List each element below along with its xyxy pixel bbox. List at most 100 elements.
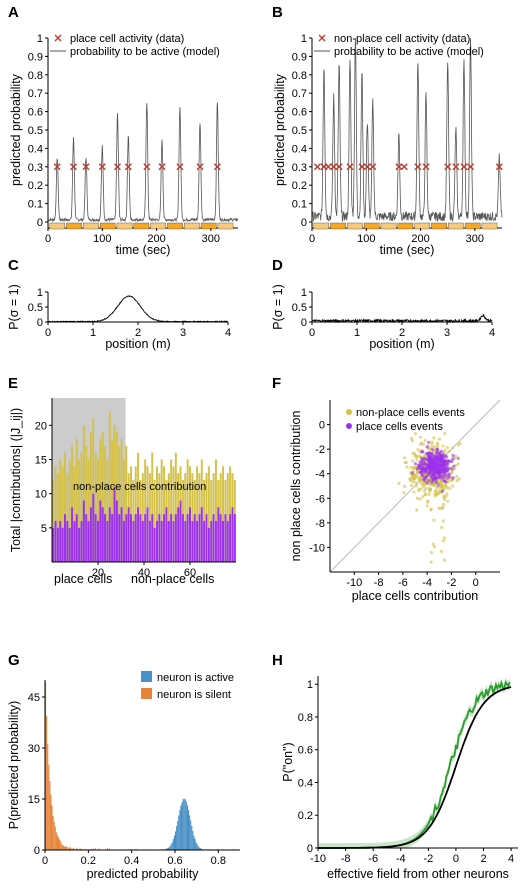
bar-lower [54,521,57,562]
scatter-point [441,456,445,460]
bar-lower [191,521,194,562]
x-tick-label: -8 [341,853,351,865]
scatter-point [456,456,460,460]
scatter-point [417,466,422,471]
hist-bar-active [169,846,171,850]
legend-swatch [141,688,152,699]
scatter-point [423,438,427,442]
bar-lower [222,521,225,562]
bar-upper [184,473,187,562]
bar-lower [229,514,232,562]
scatter-point [450,467,454,471]
group-label: place cells [54,572,112,586]
bar-upper [108,411,111,562]
hist-bar-active [195,842,197,850]
model-probability-line [47,102,239,223]
legend-marker [346,423,352,429]
scatter-point [421,495,425,499]
scatter-point [410,483,414,487]
bar-lower [210,521,213,562]
x-axis-label: predicted probability [87,867,200,881]
y-tick-label: 0.6 [28,107,43,119]
scatter-point [435,443,440,447]
panel-label-h: H [272,652,283,669]
scatter-point [422,456,427,460]
scatter-point [451,453,455,458]
bar-lower [132,521,135,562]
x-axis-label: effective field from other neurons [327,867,509,881]
x-tick-label: 100 [93,233,111,245]
stimulus-segment [330,222,346,230]
scatter-point [442,466,447,470]
bar-upper [118,445,121,562]
scatter-point [412,466,416,470]
scatter-point [425,445,429,449]
scatter-point [442,536,446,540]
scatter-point [452,464,456,468]
x-tick-label: 20 [92,567,104,579]
hist-bar-silent [58,837,60,850]
hist-bar-silent [59,839,61,850]
data-activity-marker [143,163,151,171]
hist-bar-active [172,838,174,850]
bar-upper [54,466,57,562]
scatter-point [414,484,419,488]
scatter-point [440,477,444,481]
bar-lower [101,507,104,562]
scatter-point [410,436,414,440]
bar-lower [66,521,69,562]
x-tick-label: 300 [466,233,484,245]
data-activity-marker [313,163,321,171]
y-tick-label: -6 [315,493,325,505]
y-tick-label: 15 [28,794,40,806]
scatter-point [451,476,455,480]
scatter-point [443,431,447,436]
hist-bar-active [167,847,169,850]
hist-bar-active [194,838,196,850]
hist-bar-active [171,842,173,850]
bar-upper [115,432,118,562]
y-tick-label: 0.5 [292,125,307,137]
x-tick-label: 0.8 [211,855,226,867]
scatter-point [430,550,434,555]
bar-lower [89,507,92,562]
data-activity-marker [53,163,61,171]
data-activity-marker [124,163,132,171]
scatter-point [428,482,432,487]
hist-bar-active [199,848,201,850]
y-tick-label: 15 [35,455,47,467]
x-axis-label: time (sec) [116,243,171,257]
bar-lower [184,521,187,562]
scatter-point [446,499,450,503]
scatter-point [456,462,460,466]
scatter-point [429,475,433,479]
scatter-point [434,489,438,493]
legend-label: neuron is silent [157,689,231,701]
scatter-point [427,440,431,444]
bar-upper [155,466,158,562]
scatter-point [437,472,441,476]
bar-upper [151,452,154,562]
bar-lower [172,521,175,562]
scatter-point [446,467,451,471]
hist-bar-active [197,846,199,850]
bar-upper [104,445,107,562]
x-tick-label: 0 [45,327,51,339]
stimulus-segment [363,222,380,230]
scatter-point [410,439,414,443]
bar-upper [61,466,64,562]
data-activity-marker [335,163,343,171]
bar-upper [191,473,194,562]
bar-upper [66,473,69,562]
scatter-point [433,456,438,460]
bar-upper [196,466,199,562]
x-tick-label: -8 [374,577,384,589]
hist-bar-silent [92,848,94,850]
legend-label: neuron is active [157,672,234,684]
data-activity-marker [369,163,377,171]
hist-bar-active [181,802,183,850]
y-tick-label: 0.6 [292,107,307,119]
y-tick-label: 0.1 [292,199,307,211]
bar-lower [80,521,83,562]
y-tick-label: 0.6 [298,745,313,757]
